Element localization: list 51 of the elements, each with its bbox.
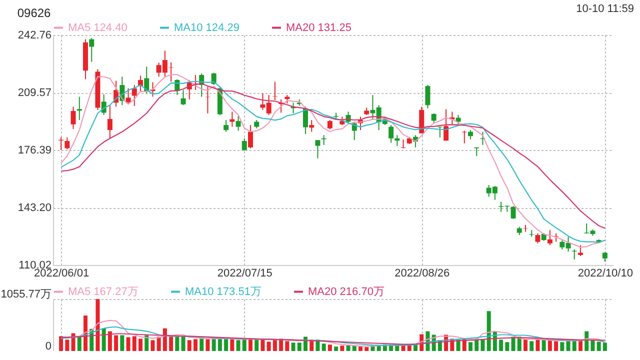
y-tick-label: 1055.77万 (0, 288, 52, 300)
text: 10-10 11:59 (576, 3, 634, 15)
candlestick (462, 130, 467, 144)
y-tick-label: 242.76 (18, 30, 52, 42)
candlestick (510, 206, 516, 220)
candlestick (547, 230, 552, 246)
y-tick-label: 176.39 (18, 144, 52, 156)
candlestick (64, 136, 70, 150)
candlestick (272, 81, 278, 101)
text: MA5 124.40 (68, 22, 128, 34)
candlestick (431, 112, 436, 124)
candlestick (236, 116, 241, 132)
candlestick (602, 252, 608, 262)
candlestick (242, 138, 247, 152)
chart-title: 09626 (17, 6, 52, 20)
candlestick (132, 84, 137, 106)
candlestick (468, 130, 473, 140)
candlestick (224, 120, 229, 132)
legend-label: MA10 124.29 (174, 22, 240, 34)
x-tick-label: 2022/10/10 (578, 268, 633, 280)
x-tick-label: 2022/06/01 (34, 268, 90, 280)
candlestick (523, 224, 528, 232)
candlestick (89, 38, 94, 62)
y-tick-label: 143.20 (18, 202, 52, 214)
y-tick-label: 209.57 (18, 87, 52, 100)
legend-label: MA20 216.70万 (308, 286, 384, 298)
candlestick (388, 124, 394, 144)
candlestick (76, 96, 82, 121)
candlestick (180, 90, 186, 106)
x-tick-label: 2022/07/15 (217, 268, 272, 280)
candlestick (144, 66, 150, 94)
legend-label: MA20 131.25 (286, 22, 352, 34)
candlestick (529, 230, 534, 238)
legend-label: MA10 173.51万 (185, 286, 262, 298)
candlestick (107, 104, 112, 139)
candlestick (444, 108, 449, 142)
candlestick (327, 120, 332, 130)
candlestick (303, 106, 308, 135)
candlestick (126, 88, 131, 104)
candlestick (248, 124, 253, 149)
y-tick-label: 0 (45, 340, 52, 352)
x-tick-label: 2022/08/26 (394, 268, 450, 280)
candlestick (400, 138, 406, 149)
candlestick (437, 126, 442, 138)
candlestick (309, 120, 314, 132)
candlestick (578, 244, 583, 257)
text: MA5 167.27万 (68, 286, 138, 298)
candlestick (535, 232, 540, 244)
candlestick (70, 106, 76, 130)
candlestick (425, 84, 430, 109)
candlestick (315, 140, 320, 159)
